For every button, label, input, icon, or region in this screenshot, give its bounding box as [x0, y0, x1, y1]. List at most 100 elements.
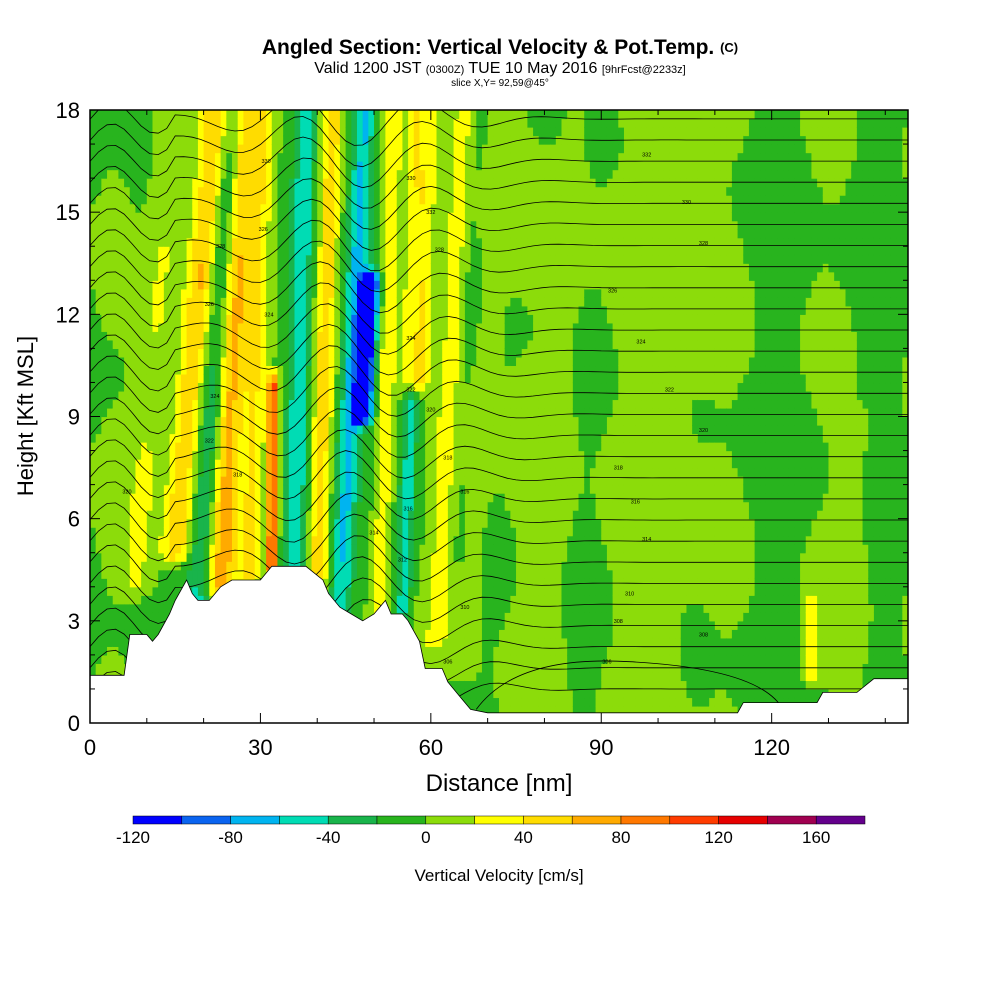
x-tick-label: 90 [589, 735, 613, 760]
theta-contour-label: 332 [642, 152, 651, 158]
theta-contour-label: 330 [682, 200, 691, 206]
colorbar-swatch [376, 815, 427, 825]
theta-contour-label: 320 [426, 408, 435, 414]
theta-contour-label: 328 [435, 248, 444, 254]
colorbar-swatch [279, 815, 329, 825]
theta-contour-label: 326 [608, 288, 617, 294]
valid-date: TUE 10 May 2016 [468, 60, 598, 77]
theta-contour-line [90, 450, 908, 500]
forecast-info: [9hrFcst@2233z] [601, 64, 686, 76]
theta-contour-label: 310 [460, 605, 469, 611]
colorbar-swatch [669, 815, 719, 825]
x-tick-label: 30 [248, 735, 272, 760]
theta-contour-line [90, 535, 908, 586]
theta-contour-label: 326 [205, 302, 214, 308]
theta-contour-label: 314 [369, 530, 378, 536]
theta-contour-line [90, 219, 908, 272]
theta-contour-line [90, 303, 908, 355]
theta-contour-line [90, 492, 908, 543]
theta-contour-label: 322 [665, 387, 674, 393]
theta-contour-line [90, 178, 908, 230]
theta-contour-label: 320 [699, 428, 708, 434]
theta-contour-label: 332 [426, 210, 435, 216]
y-tick-label: 15 [56, 200, 80, 225]
theta-contour-line [90, 282, 908, 334]
colorbar-swatch [767, 815, 817, 825]
theta-contour-label: 324 [636, 340, 645, 346]
colorbar-swatch [327, 815, 378, 825]
x-axis-label: Distance [nm] [426, 770, 573, 797]
theta-contour-label: 330 [262, 159, 271, 165]
x-tick-label: 0 [84, 735, 96, 760]
theta-contour-label: 326 [259, 227, 268, 233]
y-tick-label: 6 [68, 507, 80, 532]
theta-contour-line [90, 366, 908, 417]
y-tick-label: 3 [68, 609, 80, 634]
theta-contour-label: 318 [614, 466, 623, 472]
colorbar-swatch [571, 815, 622, 825]
theta-contour-label: 324 [210, 394, 219, 400]
theta-contour-line [90, 261, 908, 314]
slice-info: slice X,Y= 92,59@45° [451, 78, 549, 89]
theta-contour-line [90, 513, 908, 565]
chart-subtitle: Valid 1200 JST (0300Z) TUE 10 May 2016 [… [0, 60, 1000, 79]
theta-contour-label: 322 [205, 438, 214, 444]
theta-contour-label: 328 [216, 244, 225, 250]
axes: 0 30 60 90 120 0 3 6 9 12 15 18 [56, 98, 908, 760]
valid-time: Valid 1200 JST [314, 60, 422, 77]
colorbar-swatch [132, 815, 183, 825]
theta-contour-line [90, 345, 908, 396]
y-axis-label: Height [Kft MSL] [13, 336, 38, 496]
colorbar: -120 -80 -40 0 40 80 120 160 [116, 815, 866, 847]
colorbar-swatch [523, 815, 573, 825]
theta-contour-label: 316 [404, 506, 413, 512]
theta-contour-line [90, 386, 908, 438]
theta-contour-label: 322 [406, 387, 415, 393]
theta-contour-label: 308 [699, 632, 708, 638]
colorbar-tick-label: -40 [316, 828, 341, 847]
theta-contour-label: 324 [264, 312, 273, 318]
colorbar-tick-label: 40 [514, 828, 533, 847]
theta-contour-line [90, 157, 908, 209]
theta-contour-line [90, 556, 908, 608]
theta-contour-line [90, 116, 908, 168]
terrain [90, 565, 908, 723]
theta-contour-label: 318 [443, 455, 452, 461]
x-tick-label: 60 [419, 735, 443, 760]
theta-contour-label: 308 [614, 619, 623, 625]
colorbar-tick-label: -120 [116, 828, 150, 847]
theta-contour-line [90, 323, 908, 376]
theta-contour-label: 324 [406, 336, 415, 342]
colorbar-tick-label: 80 [612, 828, 631, 847]
theta-contour-label: 316 [460, 489, 469, 495]
theta-contour-labels: 320 322 318 324 326 328 324 326 330 314 312 316 322 3… [122, 152, 708, 665]
theta-contour-label: 320 [122, 489, 131, 495]
colorbar-swatch [815, 815, 866, 825]
theta-contour-label: 310 [625, 592, 634, 598]
theta-contour-label: 312 [398, 558, 407, 564]
theta-contour-line [475, 660, 784, 710]
theta-contour-line [90, 471, 908, 522]
colorbar-swatch [230, 815, 280, 825]
y-tick-label: 0 [68, 711, 80, 736]
colorbar-swatch [718, 815, 768, 825]
theta-contour-line [90, 198, 908, 251]
valid-utc: (0300Z) [425, 64, 465, 76]
theta-contour-line [90, 240, 908, 293]
colorbar-swatch [181, 815, 231, 825]
colorbar-swatch [620, 815, 671, 825]
theta-contour-line [90, 408, 908, 458]
colorbar-tick-label: -80 [218, 828, 243, 847]
colorbar-tick-label: 0 [421, 828, 430, 847]
theta-contour-label: 306 [602, 660, 611, 666]
theta-contour-label: 328 [699, 241, 708, 247]
chart-title: Angled Section: Vertical Velocity & Pot.… [261, 36, 739, 59]
colorbar-swatch [425, 815, 475, 825]
theta-contour-label: 306 [443, 660, 452, 666]
theta-contour-line [90, 136, 908, 189]
colorbar-tick-label: 160 [802, 828, 830, 847]
colorbar-tick-label: 120 [704, 828, 732, 847]
theta-contour-line [90, 429, 908, 479]
theta-contour-label: 314 [642, 537, 651, 543]
